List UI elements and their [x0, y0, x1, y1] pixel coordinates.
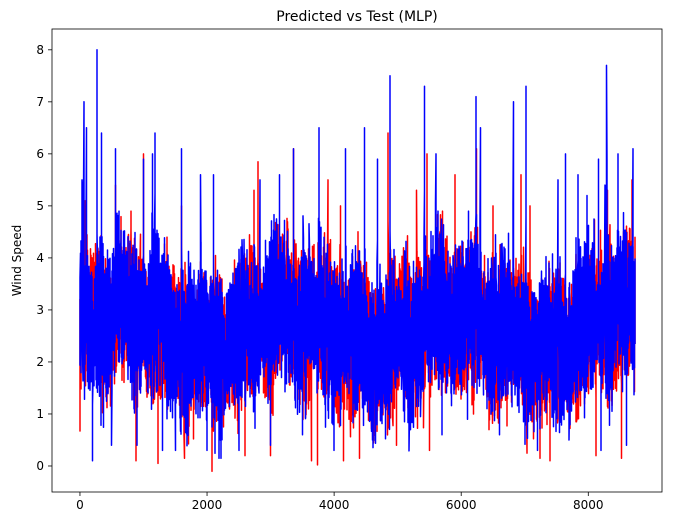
x-axis: 0 2000 4000 6000 8000: [76, 492, 604, 512]
plot-frame: [51, 28, 663, 493]
y-tick-label: 4: [36, 251, 44, 265]
x-tick-label: 8000: [573, 498, 604, 512]
series-layer: [79, 49, 636, 472]
chart-title: Predicted vs Test (MLP): [276, 9, 437, 25]
x-tick-label: 6000: [446, 498, 477, 512]
y-axis: 0 1 2 3 4 5 6 7 8: [36, 43, 52, 473]
y-tick-label: 2: [36, 355, 44, 369]
y-tick-label: 5: [36, 199, 44, 213]
x-tick-label: 0: [76, 498, 84, 512]
series-line-blue: [79, 49, 636, 462]
y-axis-title: Wind Speed: [10, 225, 24, 297]
y-tick-label: 0: [36, 459, 44, 473]
x-tick-label: 2000: [192, 498, 223, 512]
y-tick-label: 3: [36, 303, 44, 317]
x-tick-label: 4000: [319, 498, 350, 512]
y-tick-label: 1: [36, 407, 44, 421]
y-tick-label: 7: [36, 95, 44, 109]
y-tick-label: 8: [36, 43, 44, 57]
y-tick-label: 6: [36, 147, 44, 161]
